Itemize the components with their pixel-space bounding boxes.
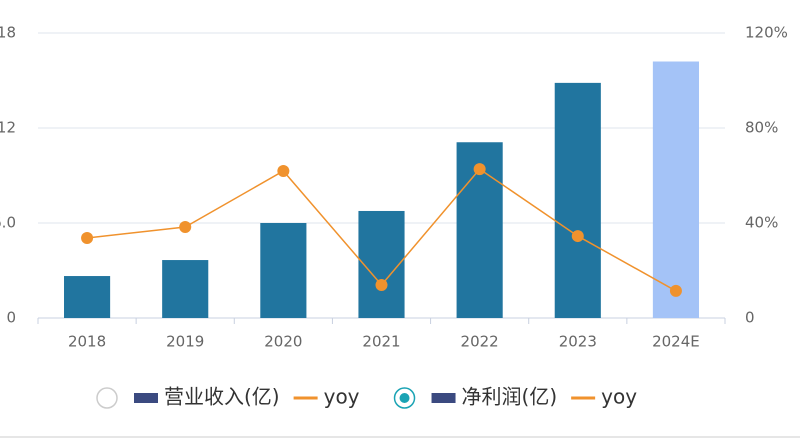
x-tick-label: 2019 — [166, 333, 204, 351]
legend-label[interactable]: 净利润(亿) — [462, 385, 558, 409]
legend-radio[interactable] — [96, 387, 118, 409]
bar — [260, 223, 307, 318]
y2-tick-label: 40% — [745, 214, 778, 232]
legend-label[interactable]: yoy — [601, 385, 637, 409]
legend-label[interactable]: 营业收入(亿) — [164, 385, 280, 409]
x-tick-label: 2024E — [652, 333, 700, 351]
y-tick-label: 12 — [0, 119, 16, 137]
y2-tick-label: 120% — [745, 24, 788, 42]
y-tick-label: 0 — [6, 309, 16, 327]
x-tick-label: 2018 — [68, 333, 106, 351]
x-tick-label: 2020 — [264, 333, 302, 351]
point — [375, 278, 388, 291]
point — [81, 231, 94, 244]
point — [571, 230, 584, 243]
x-tick-label: 2023 — [559, 333, 597, 351]
point — [179, 221, 192, 234]
bar — [358, 210, 405, 318]
y2-tick-label: 0 — [745, 309, 755, 327]
point — [669, 284, 682, 297]
legend-radio-dot — [399, 393, 410, 403]
x-tick-label: 2021 — [362, 333, 400, 351]
y-tick-label: 6.0 — [0, 214, 16, 232]
bar — [64, 276, 111, 318]
bar — [652, 61, 699, 318]
point — [473, 163, 486, 176]
legend-swatch — [431, 393, 456, 403]
y-tick-label: 18 — [0, 24, 16, 42]
point — [277, 164, 290, 177]
legend-swatch — [134, 393, 158, 403]
legend-label[interactable]: yoy — [324, 385, 360, 409]
y2-tick-label: 80% — [745, 119, 778, 137]
bar — [162, 260, 209, 318]
bar — [554, 82, 601, 318]
x-tick-label: 2022 — [461, 333, 499, 351]
